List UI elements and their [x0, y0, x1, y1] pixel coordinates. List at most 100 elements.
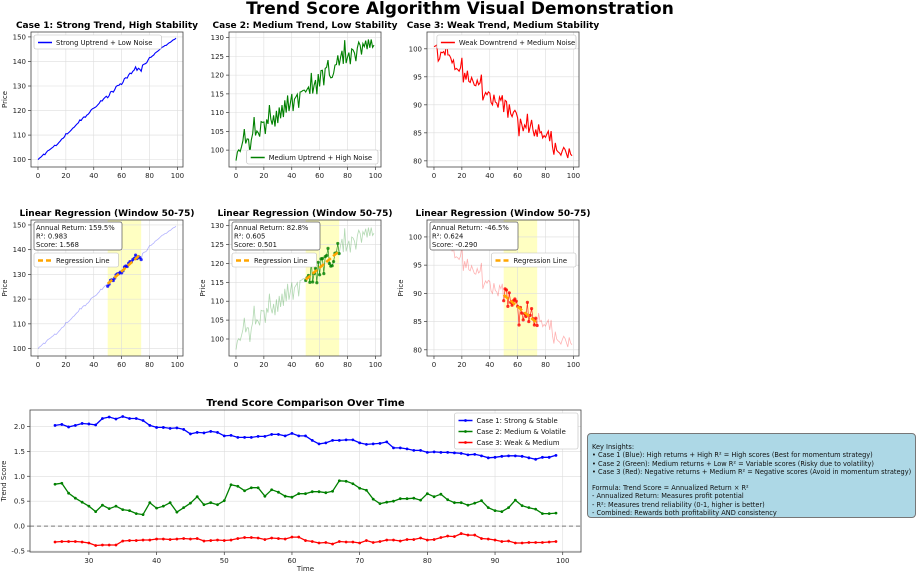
- legend-label: Strong Uptrend + Low Noise: [56, 39, 152, 47]
- data-point: [405, 447, 409, 451]
- data-point: [351, 438, 355, 442]
- window-point: [311, 280, 315, 284]
- x-tick-label: 20: [457, 361, 466, 369]
- insight-bullet: • Case 1 (Blue): High returns + High R² …: [592, 451, 873, 460]
- data-point: [486, 506, 490, 510]
- data-point: [263, 494, 267, 498]
- legend-label: Case 2: Medium & Volatile: [477, 428, 566, 436]
- data-point: [168, 427, 172, 430]
- x-tick-label: 40: [485, 361, 494, 369]
- data-point: [358, 441, 362, 445]
- legend-frame: [33, 252, 119, 268]
- data-point: [344, 540, 348, 544]
- data-point: [161, 426, 165, 429]
- data-point: [121, 508, 125, 512]
- window-point: [320, 256, 325, 261]
- data-point: [493, 455, 497, 459]
- axes-frame: [228, 219, 382, 357]
- window-point: [315, 281, 319, 285]
- x-tick-label: 30: [84, 557, 93, 565]
- x-tick-label: 0: [234, 172, 238, 180]
- data-point: [432, 538, 436, 541]
- annotation-box: [429, 221, 519, 251]
- window-point: [325, 253, 329, 258]
- data-point: [216, 538, 219, 542]
- insight-bullet: • Case 3 (Red): Negative returns + Mediu…: [592, 467, 912, 476]
- data-point: [304, 539, 307, 542]
- data-point: [297, 434, 301, 438]
- annotation-text: Annual Return: 82.8%: [234, 224, 309, 232]
- data-point: [337, 479, 341, 483]
- insights-formula: Formula: Trend Score = Annualized Return…: [592, 484, 749, 493]
- data-point: [493, 538, 497, 542]
- data-point: [493, 509, 497, 513]
- chart-title: Case 1: Strong Trend, High Stability: [16, 21, 198, 31]
- plot-content: [235, 227, 375, 350]
- data-point: [439, 536, 443, 539]
- data-point: [168, 538, 172, 541]
- data-point: [222, 434, 226, 438]
- data-point: [459, 532, 463, 535]
- data-point: [283, 537, 287, 541]
- axes-frame: [426, 31, 580, 168]
- data-point: [161, 537, 165, 541]
- y-tick-label: 100: [13, 156, 26, 164]
- y-tick-label: 2.0: [14, 423, 25, 431]
- plot-content: [37, 225, 177, 349]
- legend-label: Case 3: Weak & Medium: [477, 439, 560, 447]
- data-point: [263, 435, 267, 438]
- plot-content: [433, 226, 573, 348]
- legend-label: Case 1: Strong & Stable: [477, 417, 558, 425]
- data-point: [94, 544, 98, 547]
- chart-panel-5: 0 20 40 60 80 100 100 105 110 115 120 125 130 Linear …: [199, 209, 393, 369]
- axes-frame: [30, 31, 184, 168]
- data-point: [480, 499, 483, 503]
- data-point: [290, 432, 294, 435]
- data-point: [134, 512, 138, 516]
- data-point: [256, 435, 260, 438]
- legend: Regression Line: [491, 252, 577, 268]
- data-point: [358, 541, 362, 545]
- y-axis-label: Price: [397, 279, 405, 296]
- data-point: [473, 452, 477, 456]
- annotation-text: Score: -0.290: [432, 241, 477, 249]
- data-point: [331, 542, 334, 546]
- data-point: [249, 436, 253, 439]
- y-tick-label: 1.0: [14, 473, 25, 481]
- plot-content: [433, 38, 573, 159]
- data-point: [520, 504, 524, 508]
- data-point: [527, 506, 531, 510]
- y-tick-label: 140: [13, 246, 26, 254]
- y-tick-label: 100: [409, 233, 422, 241]
- data-point: [405, 497, 409, 501]
- y-axis-label: Price: [1, 91, 9, 108]
- data-point: [398, 497, 402, 501]
- data-point: [114, 543, 118, 547]
- y-tick-label: 90: [413, 290, 422, 298]
- data-point: [425, 492, 429, 496]
- data-point: [155, 537, 158, 541]
- data-point: [277, 433, 280, 436]
- x-tick-label: 80: [541, 172, 550, 180]
- y-tick-label: 1.5: [14, 448, 25, 456]
- axes-frame: [228, 31, 382, 168]
- data-point: [195, 537, 199, 540]
- window-point: [331, 259, 336, 264]
- data-point: [378, 540, 382, 543]
- key-insights-box: Key Insights: • Case 1 (Blue): High retu…: [587, 433, 916, 518]
- insight-note: - R²: Measures trend reliability (0-1, h…: [592, 500, 765, 509]
- x-tick-label: 40: [152, 557, 161, 565]
- insight-bullet: • Case 2 (Green): Medium returns + Low R…: [592, 459, 874, 468]
- y-tick-label: 120: [211, 260, 224, 268]
- data-point: [385, 440, 389, 444]
- data-point: [249, 536, 253, 539]
- window-point: [308, 280, 312, 284]
- x-tick-label: 20: [259, 361, 268, 369]
- y-tick-label: 0.5: [14, 498, 25, 506]
- data-point: [466, 533, 470, 537]
- data-point: [236, 484, 240, 488]
- data-point: [378, 441, 382, 445]
- chart-title: Case 3: Weak Trend, Medium Stability: [407, 21, 600, 31]
- data-point: [371, 442, 375, 446]
- data-point: [534, 507, 538, 511]
